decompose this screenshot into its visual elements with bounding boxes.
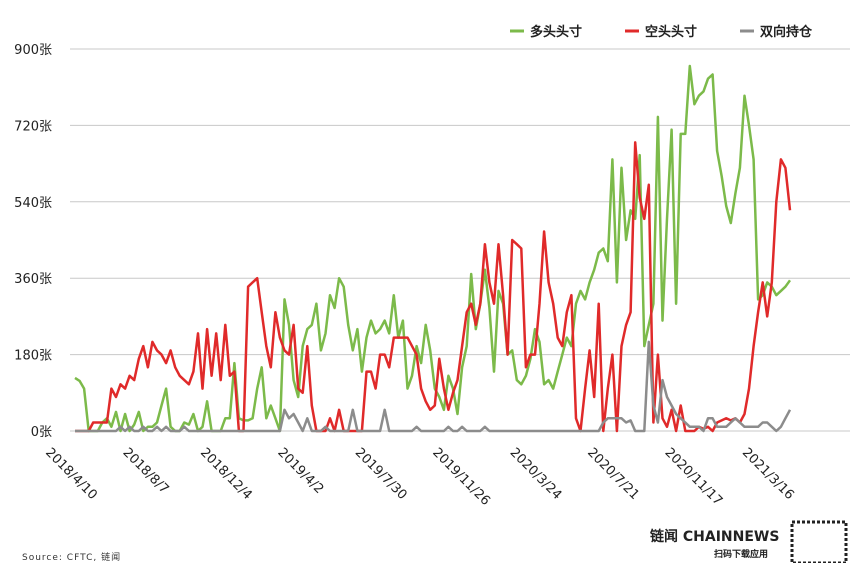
x-tick-label: 2019/4/2 (274, 445, 326, 497)
brand-caption: 扫码下载应用 (714, 548, 768, 560)
brand: 链闻 CHAINNEWS (650, 528, 779, 545)
x-tick-label: 2020/3/24 (507, 445, 565, 503)
series-line (74, 64, 792, 433)
x-tick-label: 2020/7/21 (584, 445, 642, 503)
y-tick-label: 540张 (14, 196, 52, 211)
y-tick-label: 360张 (14, 272, 52, 287)
y-tick-label: 0张 (31, 425, 52, 440)
legend-label: 双向持仓 (760, 24, 813, 40)
legend-label: 多头头寸 (530, 24, 582, 40)
y-tick-label: 180张 (14, 349, 52, 364)
series-line (75, 340, 792, 433)
x-tick-label: 2019/7/30 (352, 445, 410, 503)
x-tick-label: 2019/11/26 (429, 445, 493, 509)
x-tick-label: 2021/3/16 (739, 445, 797, 503)
x-tick-label: 2018/4/10 (42, 445, 100, 503)
qr-code (790, 520, 848, 565)
y-tick-label: 900张 (14, 43, 52, 58)
series-line (75, 141, 792, 433)
x-tick-label: 2018/8/7 (120, 445, 172, 497)
x-tick-label: 2020/11/17 (662, 445, 726, 509)
legend-label: 空头头寸 (645, 24, 697, 40)
y-tick-label: 720张 (14, 119, 52, 134)
x-tick-label: 2018/12/4 (197, 445, 255, 503)
source: Source: CFTC, 链闻 (22, 551, 121, 563)
